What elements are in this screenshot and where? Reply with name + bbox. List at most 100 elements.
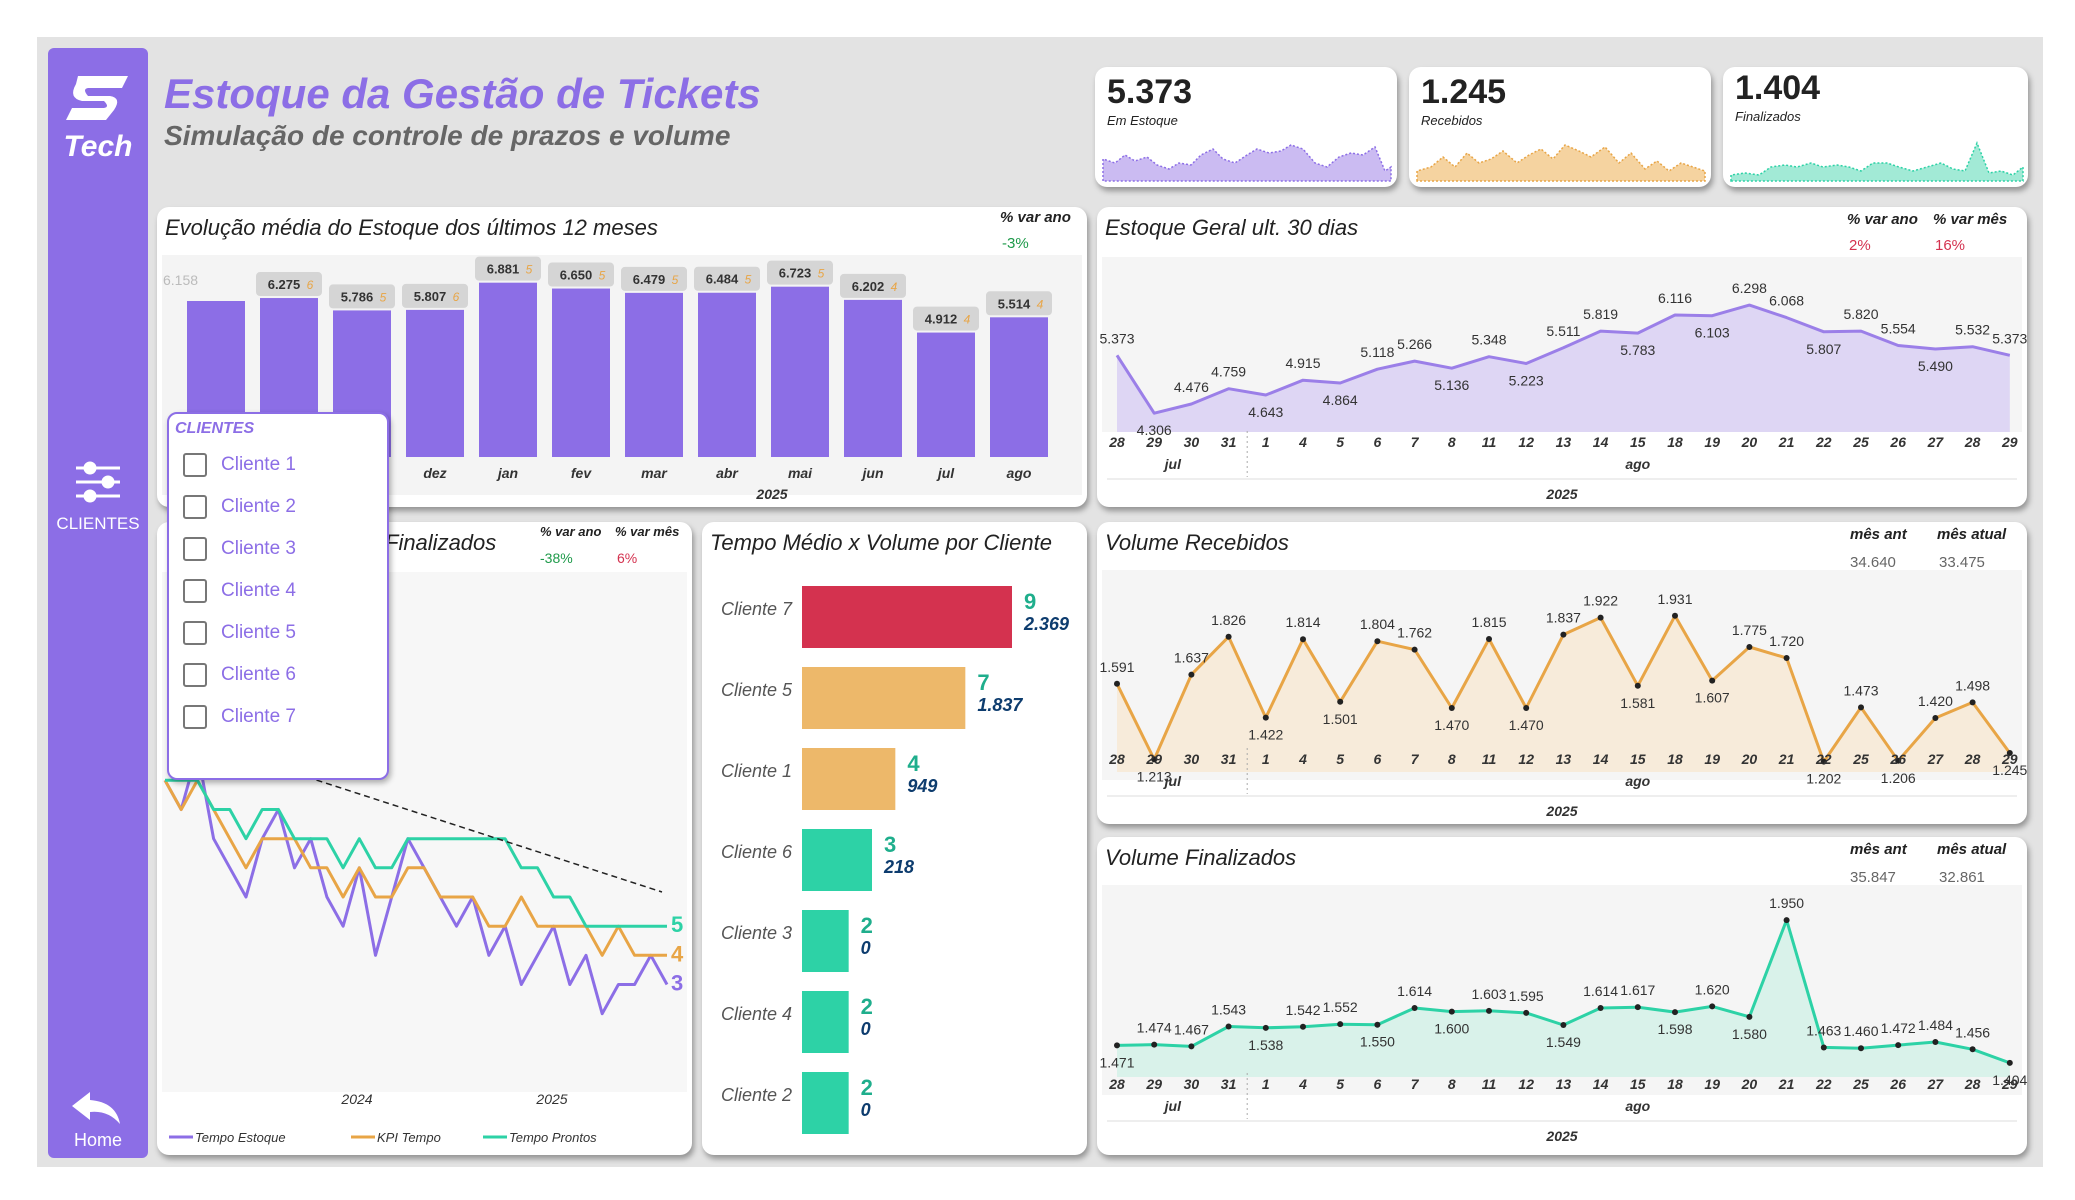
bar [552, 288, 610, 457]
checkbox[interactable] [183, 705, 207, 729]
checkbox[interactable] [183, 663, 207, 687]
data-point [1523, 705, 1530, 711]
data-label: 1.538 [1248, 1037, 1283, 1053]
value-badge [256, 272, 322, 297]
checkbox[interactable] [183, 579, 207, 603]
data-point [1634, 1004, 1641, 1011]
x-tick-label: 25 [1852, 434, 1869, 450]
series-line [163, 749, 669, 1016]
x-tick-label: 11 [1482, 434, 1497, 450]
data-label: 4.864 [1323, 392, 1358, 408]
x-tick-label: 15 [1630, 434, 1646, 450]
x-tick-label: 28 [1108, 1076, 1125, 1092]
bar-value-label: 5.514 [998, 296, 1031, 311]
badge-count: 5 [818, 267, 825, 281]
data-label: 5.807 [1806, 341, 1841, 357]
x-tick-label: 5 [1336, 1076, 1344, 1092]
data-label: 5.136 [1434, 377, 1469, 393]
data-label: 1.550 [1360, 1034, 1395, 1050]
var-ano-value: 2% [1849, 237, 1871, 254]
mes-atual-header: mês atual [1937, 841, 2007, 858]
client-option[interactable]: Cliente 3 [183, 534, 296, 564]
client-bar [802, 910, 849, 972]
client-bar [802, 991, 849, 1053]
x-tick-label: 19 [1704, 1076, 1720, 1092]
x-tick-label: 31 [1221, 1076, 1237, 1092]
data-point [1932, 1038, 1939, 1045]
data-point [1895, 1042, 1902, 1049]
x-tick-label: 8 [1448, 751, 1456, 767]
bar-value-label: 6.479 [633, 272, 666, 287]
x-tick-label: 27 [1927, 751, 1945, 767]
value-badge [475, 256, 541, 281]
series-area [1117, 920, 2010, 1077]
time-value: 2 [861, 913, 873, 938]
x-tick-label: 27 [1927, 434, 1945, 450]
value-badge [402, 283, 468, 308]
data-point [1114, 680, 1120, 687]
x-tick-label: 21 [1778, 751, 1795, 767]
data-label: 5.819 [1583, 306, 1618, 322]
client-option[interactable]: Cliente 2 [183, 492, 296, 522]
x-tick-label: 12 [1518, 751, 1534, 767]
data-point [1783, 655, 1790, 661]
data-label: 1.542 [1285, 1002, 1320, 1018]
volume-value: 2.369 [1023, 614, 1069, 634]
x-tick-label: 21 [1778, 1076, 1795, 1092]
data-label: 5.532 [1955, 322, 1990, 338]
client-option[interactable]: Cliente 6 [183, 660, 296, 690]
data-point [1932, 715, 1939, 721]
kpi-value: 1.404 [1735, 69, 1821, 107]
x-tick-label: 29 [2001, 1076, 2018, 1092]
checkbox[interactable] [183, 495, 207, 519]
data-point [1672, 1009, 1678, 1016]
month-label: jul [1163, 1098, 1182, 1114]
client-bar-chart: Cliente 7 92.369 Cliente 5 71.837 Cliente 1 4… [721, 586, 1069, 1134]
data-label: 1.549 [1546, 1034, 1581, 1050]
series-area [1117, 615, 2010, 772]
client-filter-dropdown[interactable]: CLIENTES Cliente 1 Cliente 2 Cliente 3 C… [167, 412, 389, 780]
sliders-icon [76, 461, 120, 503]
client-option[interactable]: Cliente 5 [183, 618, 296, 648]
data-point [1895, 757, 1902, 764]
client-option[interactable]: Cliente 1 [183, 450, 296, 480]
finished-volume-panel: Volume Finalizados mês ant mês atual 35.… [1097, 837, 2027, 1155]
data-point [1858, 1045, 1864, 1052]
data-label: 1.471 [1099, 1054, 1134, 1070]
checkbox[interactable] [183, 453, 207, 477]
x-tick-label: dez [423, 465, 446, 481]
x-tick-label: jun [861, 465, 884, 481]
x-tick-label: 14 [1593, 434, 1609, 450]
data-point [1783, 917, 1790, 924]
data-label: 5.223 [1509, 372, 1544, 388]
badge-count: 5 [526, 263, 533, 277]
client-option-label: Cliente 2 [221, 496, 296, 517]
checkbox[interactable] [183, 537, 207, 561]
page-subtitle: Simulação de controle de prazos e volume [164, 120, 731, 151]
x-tick-label: jul [936, 465, 955, 481]
badge-count: 5 [599, 269, 606, 283]
data-point [1337, 698, 1344, 705]
client-option[interactable]: Cliente 4 [183, 576, 296, 606]
x-tick-label: 7 [1411, 751, 1420, 767]
panel-title: Evolução média do Estoque dos últimos 12… [165, 215, 658, 240]
filter-nav[interactable]: CLIENTES [48, 458, 148, 538]
x-tick-label: 18 [1667, 434, 1683, 450]
x-tick-label: 22 [1815, 1076, 1832, 1092]
time-value: 3 [884, 832, 896, 857]
mes-ant-header: mês ant [1850, 526, 1907, 543]
value-badge [986, 291, 1052, 316]
data-label: 5.118 [1360, 344, 1394, 360]
kpi-value: 1.245 [1421, 73, 1507, 111]
x-tick-label: 20 [1741, 751, 1758, 767]
data-point [1411, 1004, 1418, 1011]
data-label: 5.554 [1881, 320, 1916, 336]
checkbox[interactable] [183, 621, 207, 645]
x-tick-label: 19 [1704, 751, 1720, 767]
x-tick-label: 11 [1482, 1076, 1497, 1092]
var-ano-header: % var ano [1000, 209, 1071, 226]
data-point [1300, 1023, 1306, 1030]
panel-title: Finalizados [385, 530, 497, 555]
client-option[interactable]: Cliente 7 [183, 702, 296, 732]
home-button[interactable]: Home [48, 1088, 148, 1158]
